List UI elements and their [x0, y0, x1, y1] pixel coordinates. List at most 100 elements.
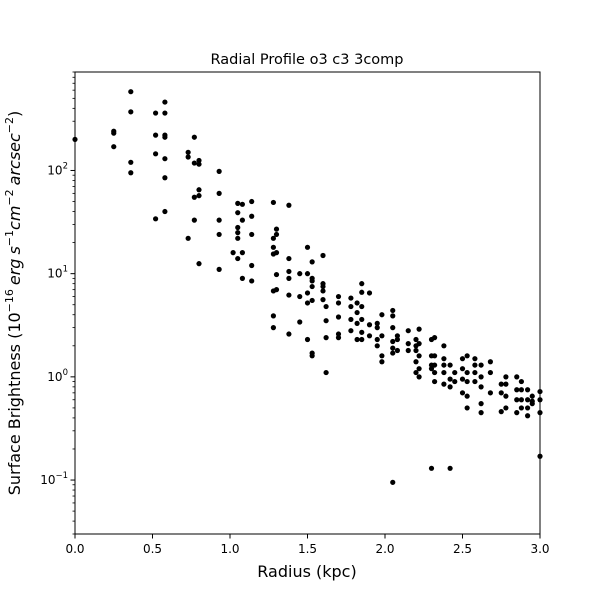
data-point-125	[390, 313, 396, 319]
data-point-158	[441, 356, 447, 362]
data-point-62	[273, 271, 280, 278]
data-point-171	[459, 390, 466, 396]
data-point-35	[216, 266, 222, 272]
data-point-159	[441, 362, 447, 368]
data-point-49	[249, 231, 255, 238]
data-point-116	[374, 320, 380, 326]
data-point-135	[405, 341, 411, 347]
data-point-30	[196, 261, 202, 267]
data-point-68	[286, 292, 292, 298]
data-point-167	[452, 378, 458, 385]
data-point-3	[111, 144, 117, 150]
data-point-113	[366, 290, 373, 296]
data-point-19	[185, 149, 191, 155]
y-label-unit-cm: cm	[5, 206, 24, 230]
data-point-9	[153, 132, 159, 138]
data-point-202	[518, 397, 525, 403]
data-point-193	[503, 381, 509, 387]
data-point-144	[416, 353, 422, 359]
data-point-99	[348, 295, 354, 301]
data-point-189	[498, 381, 504, 387]
data-point-11	[153, 216, 159, 222]
data-point-8	[153, 110, 159, 116]
data-point-64	[286, 202, 292, 208]
data-point-101	[348, 316, 354, 323]
data-point-161	[441, 381, 447, 387]
data-point-76	[304, 300, 311, 306]
data-point-50	[249, 262, 255, 269]
data-point-184	[478, 401, 484, 407]
data-point-45	[239, 250, 245, 256]
data-point-198	[514, 397, 520, 403]
data-point-70	[297, 271, 303, 277]
data-point-103	[354, 300, 360, 306]
data-point-115	[366, 333, 373, 339]
data-point-87	[320, 283, 326, 290]
data-point-196	[514, 374, 520, 380]
data-point-166	[452, 369, 458, 376]
data-point-156	[432, 378, 438, 385]
x-tick-label-4: 2.0	[375, 542, 394, 556]
data-point-53	[270, 235, 276, 241]
scatter-points	[72, 89, 543, 485]
data-point-194	[503, 393, 509, 399]
y-tick-label-2: 101	[47, 265, 68, 281]
data-point-51	[249, 278, 255, 284]
data-point-7	[128, 170, 134, 176]
data-point-16	[162, 156, 168, 162]
data-point-42	[235, 255, 241, 262]
data-point-131	[394, 333, 400, 339]
data-point-206	[525, 405, 531, 411]
data-point-100	[348, 303, 354, 310]
y-tick-label-0: 10−1	[40, 471, 68, 487]
data-point-81	[309, 283, 315, 290]
data-point-168	[459, 356, 466, 362]
data-point-150	[428, 366, 435, 372]
data-point-31	[216, 168, 222, 174]
data-point-57	[270, 313, 276, 319]
data-point-110	[359, 316, 365, 323]
data-point-28	[196, 187, 202, 193]
data-point-33	[216, 217, 222, 223]
data-point-185	[478, 410, 484, 416]
data-point-163	[447, 376, 453, 382]
data-point-22	[191, 134, 197, 140]
data-point-32	[216, 190, 222, 196]
data-point-182	[478, 374, 484, 380]
data-point-136	[405, 347, 411, 354]
data-point-95	[335, 300, 342, 306]
data-point-188	[487, 390, 493, 396]
data-point-122	[379, 353, 385, 359]
data-point-74	[304, 271, 311, 277]
y-label-unit-arcsec-exp: −2	[3, 117, 16, 133]
data-point-157	[441, 343, 447, 349]
data-point-181	[478, 362, 484, 368]
data-point-129	[390, 350, 396, 356]
data-point-38	[235, 210, 241, 216]
data-point-65	[286, 255, 292, 262]
y-label-base-exp: −16	[3, 289, 16, 312]
x-tick-label-3: 1.5	[298, 542, 317, 556]
data-point-92	[323, 335, 329, 341]
data-point-96	[335, 314, 342, 320]
data-point-108	[359, 289, 365, 295]
data-point-10	[153, 151, 159, 157]
data-point-130	[390, 479, 396, 485]
data-point-25	[191, 217, 197, 223]
data-point-195	[503, 405, 509, 411]
data-point-146	[416, 374, 422, 380]
data-point-120	[379, 312, 385, 318]
data-point-41	[235, 235, 241, 241]
data-point-47	[249, 198, 255, 205]
data-point-145	[416, 366, 422, 372]
data-point-17	[162, 175, 168, 181]
data-point-155	[432, 369, 438, 376]
y-label-unit-cm-exp: −2	[3, 189, 16, 205]
x-tick-label-2: 1.0	[220, 542, 239, 556]
data-point-15	[162, 134, 168, 140]
data-point-199	[514, 410, 520, 416]
data-point-186	[487, 359, 493, 365]
data-point-124	[390, 307, 396, 314]
y-tick-label-1: 100	[47, 368, 68, 384]
data-point-34	[216, 231, 222, 238]
